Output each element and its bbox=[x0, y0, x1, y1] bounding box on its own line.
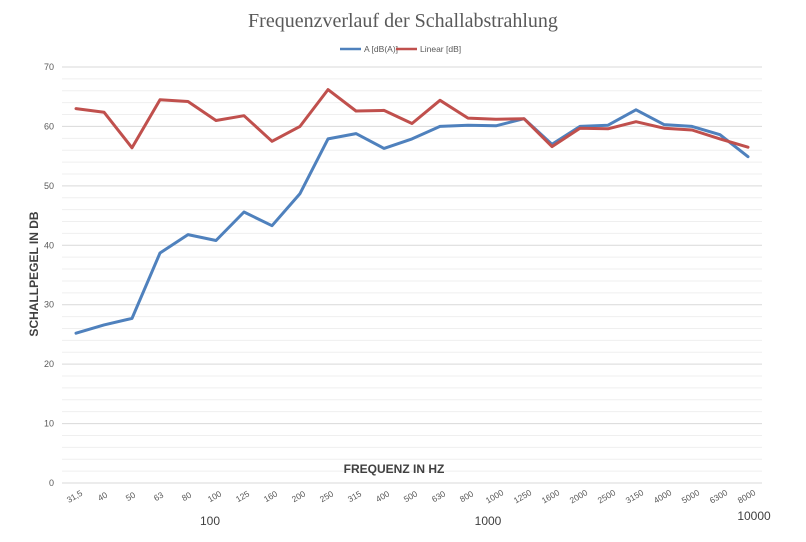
decade-label-10000: 10000 bbox=[737, 509, 771, 523]
x-tick-label: 63 bbox=[152, 490, 165, 504]
x-tick-label: 3150 bbox=[624, 487, 646, 505]
legend-label-linear: Linear [dB] bbox=[420, 44, 461, 54]
x-tick-label: 1250 bbox=[512, 487, 534, 505]
decade-label-100: 100 bbox=[200, 514, 220, 528]
x-tick-label: 31,5 bbox=[65, 488, 85, 505]
x-tick-label: 80 bbox=[180, 490, 193, 504]
series-line-linear bbox=[74, 88, 750, 150]
x-axis-label: FREQUENZ IN HZ bbox=[344, 462, 445, 476]
y-tick-label: 50 bbox=[44, 181, 54, 191]
y-axis-ticks: 0 10 20 30 40 50 60 70 bbox=[44, 62, 54, 488]
gridlines bbox=[62, 66, 762, 484]
chart-title: Frequenzverlauf der Schallabstrahlung bbox=[248, 10, 558, 32]
x-tick-label: 160 bbox=[262, 488, 280, 504]
x-tick-label: 4000 bbox=[652, 487, 674, 505]
x-tick-label: 500 bbox=[402, 488, 420, 504]
y-tick-label: 20 bbox=[44, 359, 54, 369]
x-tick-label: 8000 bbox=[736, 487, 758, 505]
y-tick-label: 40 bbox=[44, 240, 54, 250]
x-tick-label: 200 bbox=[290, 488, 308, 504]
x-tick-label: 1600 bbox=[540, 487, 562, 505]
x-tick-label: 125 bbox=[234, 488, 252, 504]
x-tick-label: 250 bbox=[318, 488, 336, 504]
x-tick-label: 400 bbox=[374, 488, 392, 504]
y-tick-label: 70 bbox=[44, 62, 54, 72]
x-tick-label: 630 bbox=[430, 488, 448, 504]
y-axis-label: SCHALLPEGEL IN DB bbox=[27, 211, 41, 336]
x-tick-label: 6300 bbox=[708, 487, 730, 505]
decade-label-1000: 1000 bbox=[475, 514, 502, 528]
x-tick-label: 50 bbox=[124, 490, 137, 504]
x-tick-label: 5000 bbox=[680, 487, 702, 505]
x-tick-label: 2500 bbox=[596, 487, 618, 505]
y-tick-label: 10 bbox=[44, 419, 54, 429]
x-tick-label: 100 bbox=[206, 488, 224, 504]
y-tick-label: 60 bbox=[44, 121, 54, 131]
y-tick-label: 30 bbox=[44, 300, 54, 310]
decade-labels: 100 1000 10000 bbox=[200, 509, 771, 528]
x-tick-label: 2000 bbox=[568, 487, 590, 505]
series-line-a bbox=[74, 108, 750, 335]
series-lines bbox=[74, 88, 750, 335]
x-tick-label: 1000 bbox=[484, 487, 506, 505]
x-axis-ticks: 31,5 40 50 63 80 100 125 160 200 250 315 400 500 630 8… bbox=[65, 487, 758, 505]
x-tick-label: 40 bbox=[96, 490, 109, 504]
y-tick-label: 0 bbox=[49, 478, 54, 488]
legend: A [dB(A)] Linear [dB] bbox=[340, 44, 461, 54]
legend-label-a: A [dB(A)] bbox=[364, 44, 398, 54]
x-tick-label: 800 bbox=[458, 488, 476, 504]
x-tick-label: 315 bbox=[346, 488, 364, 504]
